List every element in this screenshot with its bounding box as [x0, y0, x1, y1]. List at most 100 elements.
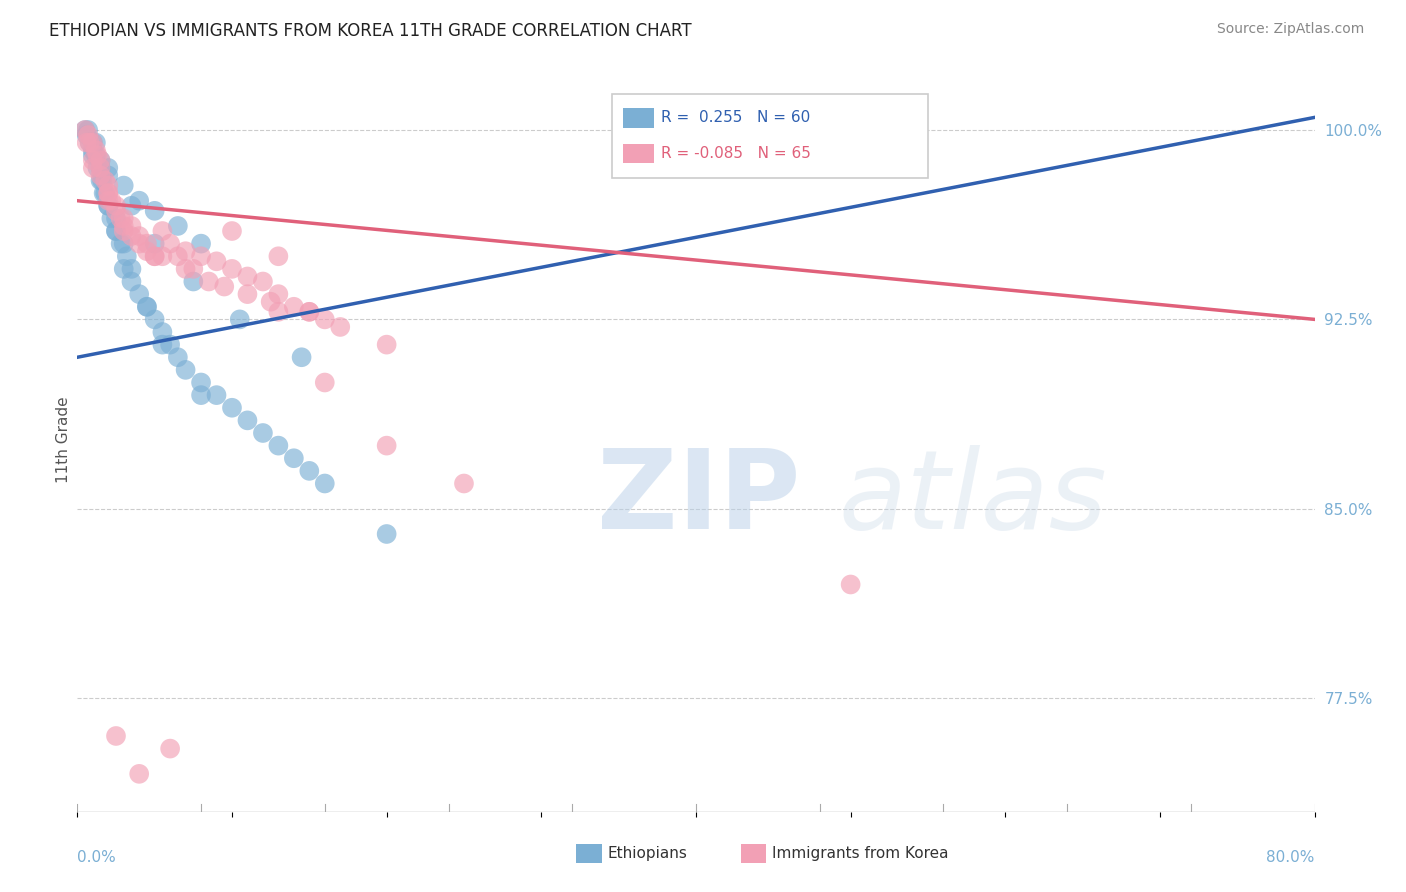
Point [105, 211, 127, 226]
Point [221, 224, 243, 238]
Point [159, 337, 181, 351]
Point [205, 254, 228, 268]
Point [314, 376, 336, 390]
Point [90, 173, 111, 187]
Point [143, 249, 166, 263]
Point [314, 476, 336, 491]
Point [291, 351, 314, 365]
Point [77, 123, 100, 137]
Point [190, 376, 212, 390]
Point [82, 136, 104, 150]
Point [128, 287, 150, 301]
Point [105, 224, 127, 238]
Point [236, 287, 259, 301]
Text: Ethiopians: Ethiopians [607, 847, 688, 861]
Point [839, 577, 862, 591]
Point [375, 439, 398, 453]
Point [174, 261, 197, 276]
Point [128, 229, 150, 244]
Point [143, 249, 166, 263]
Point [228, 312, 252, 326]
Point [236, 413, 259, 427]
Point [267, 439, 290, 453]
Point [110, 236, 132, 251]
Point [115, 249, 138, 263]
Point [79, 136, 101, 150]
Point [197, 275, 219, 289]
Point [167, 249, 190, 263]
Point [121, 199, 143, 213]
Point [112, 261, 135, 276]
Point [221, 401, 243, 415]
Point [375, 527, 398, 541]
Point [75, 123, 96, 137]
Text: R =  0.255   N = 60: R = 0.255 N = 60 [661, 111, 810, 125]
Point [82, 153, 104, 168]
Point [190, 249, 212, 263]
Point [84, 143, 107, 157]
Point [267, 249, 290, 263]
Point [283, 451, 305, 466]
Point [105, 199, 127, 213]
Text: Immigrants from Korea: Immigrants from Korea [772, 847, 949, 861]
Text: Source: ZipAtlas.com: Source: ZipAtlas.com [1216, 22, 1364, 37]
Point [76, 128, 98, 142]
Point [77, 128, 100, 142]
Point [86, 161, 108, 175]
Text: ZIP: ZIP [598, 445, 800, 552]
Point [152, 337, 174, 351]
Point [97, 194, 120, 208]
Point [97, 169, 120, 183]
Point [152, 224, 174, 238]
Point [90, 153, 111, 168]
Y-axis label: 11th Grade: 11th Grade [56, 396, 70, 483]
Point [97, 199, 120, 213]
Point [159, 236, 181, 251]
Point [174, 363, 197, 377]
Point [84, 136, 107, 150]
Text: atlas: atlas [838, 445, 1107, 552]
Point [79, 136, 101, 150]
Point [82, 143, 104, 157]
Point [86, 148, 108, 162]
Point [221, 261, 243, 276]
Point [105, 224, 127, 238]
Point [128, 194, 150, 208]
Point [236, 269, 259, 284]
Point [97, 186, 120, 201]
Point [174, 244, 197, 259]
Point [93, 186, 115, 201]
Point [267, 305, 290, 319]
Point [167, 219, 190, 233]
Point [143, 203, 166, 218]
Point [190, 236, 212, 251]
Point [214, 279, 236, 293]
Point [136, 236, 159, 251]
Point [159, 741, 181, 756]
Point [329, 320, 352, 334]
Point [453, 476, 475, 491]
Point [252, 275, 274, 289]
Point [90, 161, 111, 175]
Point [143, 236, 166, 251]
Point [112, 224, 135, 238]
Point [105, 203, 127, 218]
Point [136, 300, 159, 314]
Point [298, 305, 321, 319]
Point [252, 425, 274, 440]
Point [152, 325, 174, 339]
Point [82, 136, 104, 150]
Point [112, 219, 135, 233]
Point [183, 275, 205, 289]
Point [298, 305, 321, 319]
Point [84, 148, 107, 162]
Point [75, 123, 96, 137]
Text: ETHIOPIAN VS IMMIGRANTS FROM KOREA 11TH GRADE CORRELATION CHART: ETHIOPIAN VS IMMIGRANTS FROM KOREA 11TH … [49, 22, 692, 40]
Point [283, 300, 305, 314]
Point [112, 236, 135, 251]
Point [97, 178, 120, 193]
Point [91, 173, 114, 187]
Point [128, 767, 150, 781]
Point [183, 261, 205, 276]
Point [167, 351, 190, 365]
